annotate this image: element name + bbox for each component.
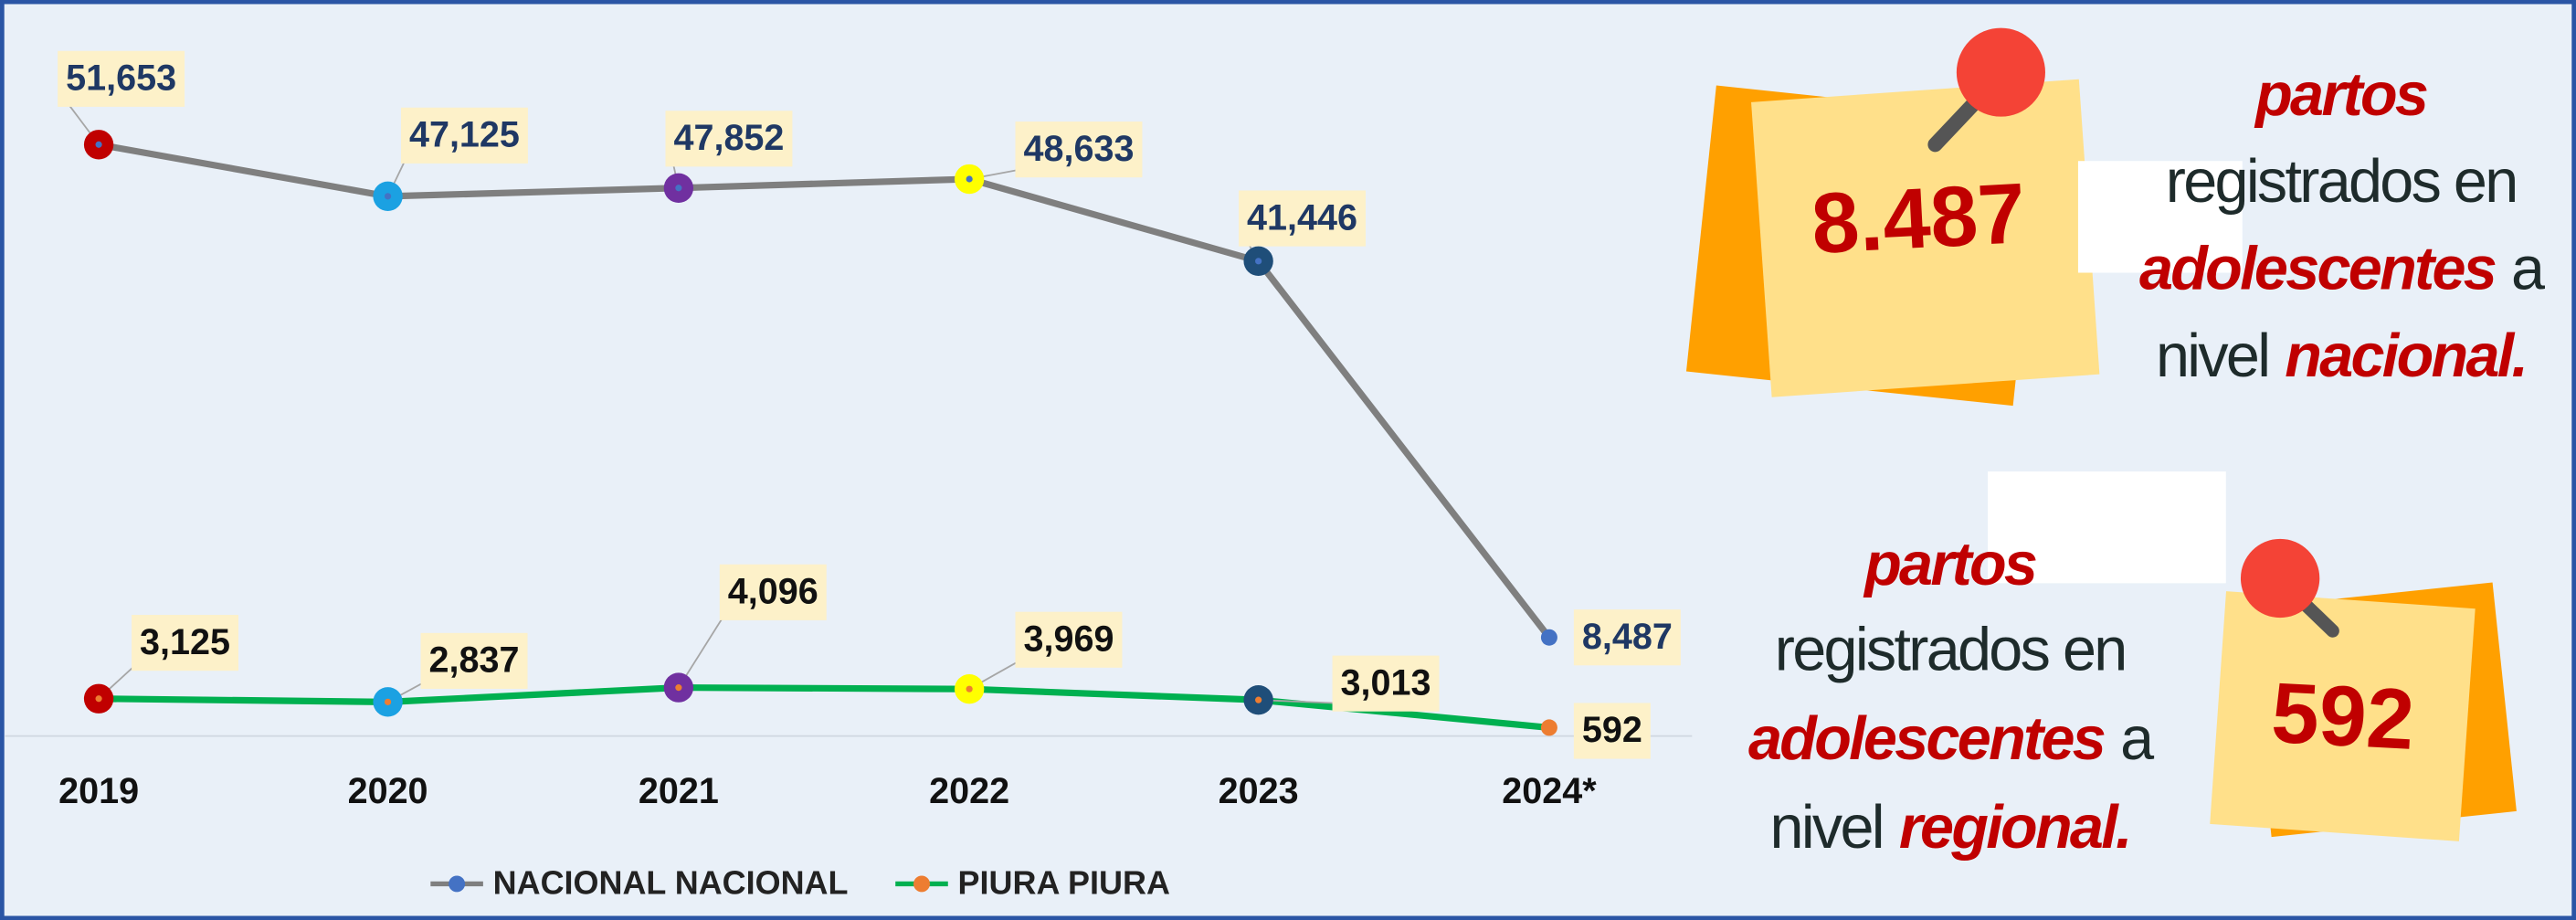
- label-box: [1573, 609, 1681, 666]
- note-front: [1751, 79, 2100, 397]
- note-text: nacional.: [2285, 322, 2526, 389]
- note-text: adolescentes: [2139, 235, 2496, 302]
- note-line: partos: [2254, 60, 2427, 128]
- label-box: [1015, 122, 1143, 178]
- point-center: [384, 698, 392, 705]
- data-label: 48,633: [1023, 129, 1134, 169]
- pin: [1956, 27, 2045, 117]
- note-text: registrados en: [1775, 616, 2126, 683]
- x-tick-label: 2024*: [1502, 771, 1597, 811]
- label-box: [1332, 655, 1440, 712]
- note-text: adolescentes: [1748, 704, 2105, 772]
- data-label: 47,125: [409, 115, 520, 155]
- note-regional: [1988, 471, 2517, 841]
- data-label: 47,852: [673, 118, 784, 158]
- x-tick-label: 2021: [639, 771, 719, 811]
- label-box: [665, 111, 793, 167]
- pin: [2240, 538, 2320, 619]
- label-box: [1015, 611, 1123, 668]
- point: [1540, 629, 1557, 646]
- note-line: adolescentes a: [2139, 235, 2545, 302]
- point-center: [1255, 696, 1262, 703]
- note-text: regional.: [1899, 793, 2130, 861]
- x-tick-label: 2023: [1219, 771, 1299, 811]
- point: [1540, 719, 1557, 736]
- series-line: [99, 684, 1550, 731]
- data-label: 51,653: [66, 58, 176, 99]
- data-label: 3,125: [140, 622, 230, 662]
- point-center: [675, 684, 682, 692]
- point-center: [675, 185, 682, 192]
- point-center: [966, 685, 973, 693]
- white-box: [2077, 161, 2243, 273]
- point-center: [95, 141, 102, 148]
- note-text: a: [2120, 704, 2154, 772]
- label-box: [420, 632, 528, 689]
- label-box: [132, 615, 239, 671]
- note-number: 8.487: [1810, 164, 2028, 271]
- note-line: partos: [1863, 531, 2036, 598]
- note-nacional: [1685, 27, 2243, 407]
- legend-marker: [449, 875, 466, 893]
- point-center: [966, 175, 973, 183]
- data-label: 3,013: [1341, 662, 1431, 703]
- note-line: nivel nacional.: [2156, 322, 2526, 389]
- data-label: 2,837: [429, 640, 520, 681]
- point-center: [95, 695, 102, 703]
- point-center: [1255, 258, 1262, 265]
- x-tick-label: 2019: [58, 771, 139, 811]
- note-line: adolescentes a: [1748, 704, 2154, 772]
- data-label: 41,446: [1247, 197, 1357, 238]
- note-line: registrados en: [1775, 616, 2126, 683]
- note-text: nivel: [1770, 793, 1883, 861]
- x-tick-label: 2020: [348, 771, 428, 811]
- white-box: [1988, 471, 2226, 584]
- note-text: partos: [2254, 60, 2427, 128]
- note-front: [2210, 591, 2476, 841]
- label-box: [1239, 190, 1367, 247]
- legend-label: NACIONAL NACIONAL: [493, 864, 849, 902]
- series-line: [98, 141, 1552, 640]
- note-number: 592: [2269, 664, 2416, 767]
- leader-line: [678, 611, 727, 689]
- legend-marker: [913, 875, 930, 893]
- note-line: nivel regional.: [1770, 793, 2130, 861]
- note-text: a: [2511, 235, 2545, 302]
- data-label: 8,487: [1582, 617, 1673, 657]
- point-center: [384, 193, 392, 200]
- note-text: registrados en: [2166, 148, 2517, 216]
- legend-label: PIURA PIURA: [958, 864, 1170, 902]
- note-text: partos: [1863, 531, 2036, 598]
- note-text: nivel: [2156, 322, 2268, 389]
- label-box: [58, 50, 185, 107]
- x-tick-label: 2022: [929, 771, 1009, 811]
- label-box: [1573, 703, 1651, 759]
- label-box: [719, 564, 827, 620]
- label-box: [400, 107, 528, 164]
- data-label: 3,969: [1023, 619, 1114, 660]
- data-label: 4,096: [728, 572, 818, 612]
- data-label: 592: [1582, 710, 1642, 750]
- note-line: registrados en: [2166, 148, 2517, 216]
